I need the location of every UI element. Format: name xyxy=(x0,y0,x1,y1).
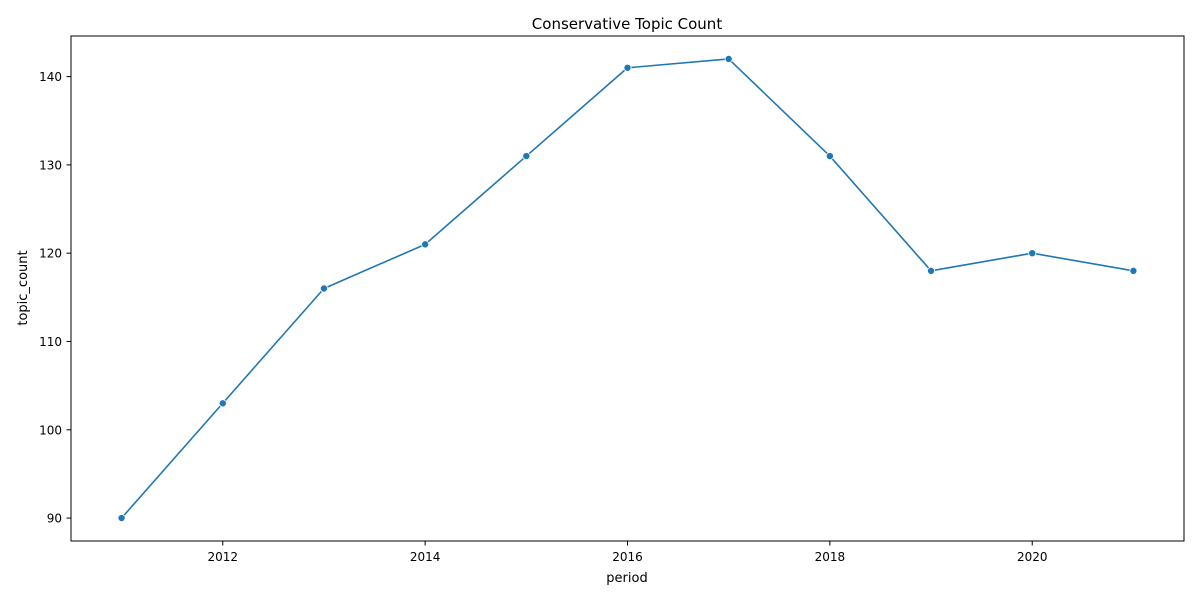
y-axis: 90 100 110 120 130 140 xyxy=(39,70,71,526)
y-tick-label: 90 xyxy=(47,512,62,526)
x-tick-label: 2012 xyxy=(207,550,238,564)
x-tick-label: 2014 xyxy=(410,550,441,564)
data-point xyxy=(218,399,227,408)
data-point xyxy=(825,152,834,161)
series-line xyxy=(120,58,1135,519)
data-point xyxy=(1028,249,1037,258)
data-point xyxy=(421,240,430,249)
y-tick-label: 120 xyxy=(39,247,62,261)
x-axis: 2012 2014 2016 2018 2020 xyxy=(207,541,1048,564)
data-point xyxy=(623,63,632,72)
data-point xyxy=(927,266,936,275)
data-point xyxy=(724,54,733,63)
x-tick-label: 2018 xyxy=(815,550,846,564)
data-point xyxy=(117,514,126,523)
plot-area xyxy=(117,54,1138,523)
x-axis-label: period xyxy=(606,571,647,586)
y-tick-label: 100 xyxy=(39,423,62,437)
data-point xyxy=(1129,266,1138,275)
x-tick-label: 2016 xyxy=(612,550,643,564)
y-tick-label: 140 xyxy=(39,70,62,84)
y-axis-label: topic_count xyxy=(16,250,31,325)
y-tick-label: 130 xyxy=(39,158,62,172)
data-point xyxy=(522,152,531,161)
plot-frame xyxy=(70,35,1185,542)
chart-title: Conservative Topic Count xyxy=(532,15,723,33)
data-point xyxy=(319,284,328,293)
y-tick-label: 110 xyxy=(39,335,62,349)
x-tick-label: 2020 xyxy=(1017,550,1048,564)
